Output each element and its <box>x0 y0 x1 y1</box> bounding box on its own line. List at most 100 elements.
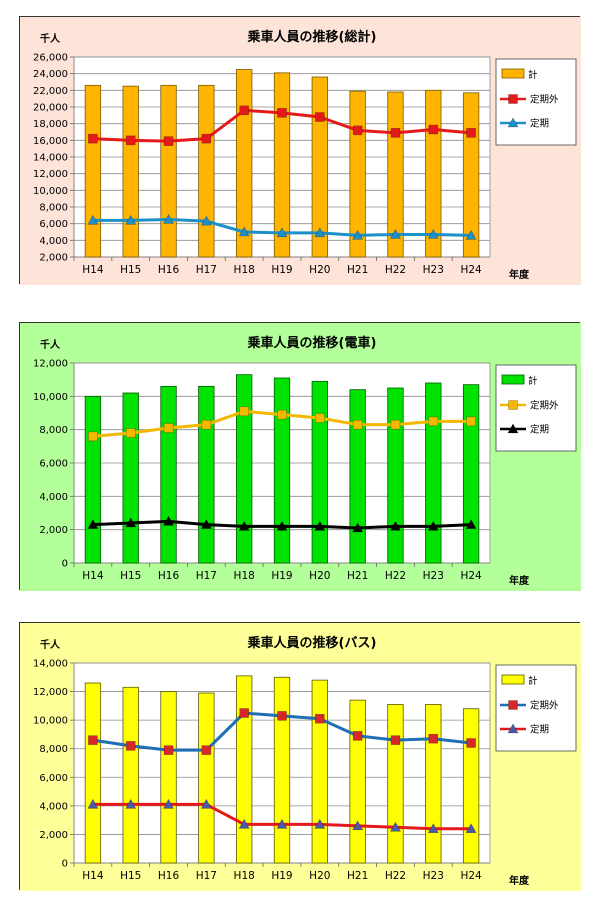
bar-total <box>84 84 102 258</box>
x-tick-label: H20 <box>309 870 330 882</box>
point-non-commuter <box>390 735 401 745</box>
x-tick-label: H14 <box>82 264 104 276</box>
point-non-commuter <box>201 419 212 430</box>
bar-total <box>236 69 253 258</box>
bar-bus <box>122 686 139 864</box>
x-tick-label: H17 <box>196 570 217 582</box>
chart-panel-train: 乗車人員の推移(電車) 千人 年度 0 2,000 4,000 6,000 8,000 10,0… <box>19 322 581 591</box>
bar-train <box>425 382 442 564</box>
y-tick-label: 10,000 <box>33 392 68 403</box>
point-commuter <box>465 519 477 529</box>
y-tick-label: 10,000 <box>33 186 68 197</box>
legend-label-total: 計 <box>528 675 538 687</box>
point-non-commuter <box>88 133 98 144</box>
x-axis-unit: 年度 <box>509 574 530 587</box>
chart-title: 乗車人員の推移(電車) <box>247 335 377 351</box>
point-commuter <box>314 227 326 238</box>
legend-marker <box>508 400 518 410</box>
y-tick-label: 22,000 <box>33 86 68 97</box>
point-commuter <box>352 522 364 533</box>
x-tick-label: H16 <box>158 264 180 276</box>
point-commuter <box>314 818 326 829</box>
x-tick-label: H24 <box>460 570 482 582</box>
x-tick-label: H18 <box>234 870 255 882</box>
y-tick-label: 0 <box>62 859 68 870</box>
point-non-commuter <box>466 738 476 748</box>
y-tick-label: 26,000 <box>33 53 68 64</box>
y-tick-label: 10,000 <box>33 716 68 727</box>
point-commuter <box>163 515 175 526</box>
point-non-commuter <box>201 745 212 755</box>
bar-total <box>311 76 328 258</box>
y-tick-label: 2,000 <box>39 525 68 536</box>
point-commuter <box>87 214 99 225</box>
x-tick-label: H23 <box>423 870 444 882</box>
x-tick-label: H20 <box>309 264 330 276</box>
x-tick-label: H15 <box>120 870 141 882</box>
bar-bus <box>425 704 442 864</box>
point-non-commuter <box>125 428 136 438</box>
x-tick-label: H24 <box>460 264 482 276</box>
point-non-commuter <box>428 124 439 135</box>
legend-marker <box>507 423 519 434</box>
bar-bus <box>84 682 102 864</box>
x-tick-label: H17 <box>196 264 217 276</box>
point-commuter <box>238 520 250 531</box>
bar-bus <box>462 708 480 864</box>
point-non-commuter <box>163 745 174 755</box>
x-tick-label: H17 <box>196 870 217 882</box>
y-axis-unit: 千人 <box>40 32 61 45</box>
x-tick-label: H16 <box>158 570 180 582</box>
point-commuter <box>352 820 364 831</box>
chart-panel-total: 乗車人員の推移(総計) 千人 年度 2,000 4,000 6,000 8,000 10,00… <box>19 16 581 285</box>
legend-swatch-total <box>501 374 525 385</box>
point-non-commuter <box>390 128 401 138</box>
point-commuter <box>163 213 175 224</box>
legend-marker <box>507 723 519 734</box>
bar-bus <box>236 675 253 864</box>
x-tick-label: H23 <box>423 264 444 276</box>
y-tick-label: 12,000 <box>33 687 68 698</box>
point-commuter <box>125 517 137 528</box>
bar-train <box>462 384 480 564</box>
legend-label-commuter: 定期 <box>530 424 549 436</box>
legend-marker <box>508 94 518 104</box>
x-tick-label: H23 <box>423 570 444 582</box>
y-tick-label: 8,000 <box>39 744 68 755</box>
y-tick-label: 2,000 <box>39 253 68 264</box>
y-tick-label: 2,000 <box>39 830 68 841</box>
y-tick-label: 12,000 <box>33 359 68 370</box>
y-tick-label: 6,000 <box>39 219 68 230</box>
legend-label-non-commuter: 定期外 <box>530 400 559 412</box>
bar-train <box>387 387 404 564</box>
y-tick-label: 4,000 <box>39 801 68 812</box>
y-tick-label: 0 <box>62 559 68 570</box>
bar-bus <box>349 699 366 864</box>
point-non-commuter <box>125 741 136 751</box>
y-tick-label: 24,000 <box>33 69 68 80</box>
bar-bus <box>198 692 215 864</box>
y-tick-label: 6,000 <box>39 459 68 470</box>
bar-bus <box>387 704 404 864</box>
point-non-commuter <box>239 406 249 417</box>
x-axis-unit: 年度 <box>509 874 530 887</box>
bar-total <box>160 84 177 258</box>
point-non-commuter <box>352 125 363 136</box>
y-axis-unit: 千人 <box>40 338 61 351</box>
y-tick-label: 16,000 <box>33 136 68 147</box>
point-non-commuter <box>125 135 136 146</box>
x-tick-label: H15 <box>120 570 141 582</box>
point-commuter <box>276 520 288 531</box>
bar-train <box>349 389 366 564</box>
point-commuter <box>465 823 477 834</box>
x-tick-label: H16 <box>158 870 180 882</box>
x-tick-label: H18 <box>234 570 255 582</box>
point-non-commuter <box>466 416 476 427</box>
x-tick-label: H22 <box>385 570 406 582</box>
bar-train <box>160 385 177 564</box>
y-tick-label: 12,000 <box>33 169 68 180</box>
point-non-commuter <box>428 733 439 744</box>
point-non-commuter <box>88 431 98 442</box>
point-non-commuter <box>352 419 363 430</box>
